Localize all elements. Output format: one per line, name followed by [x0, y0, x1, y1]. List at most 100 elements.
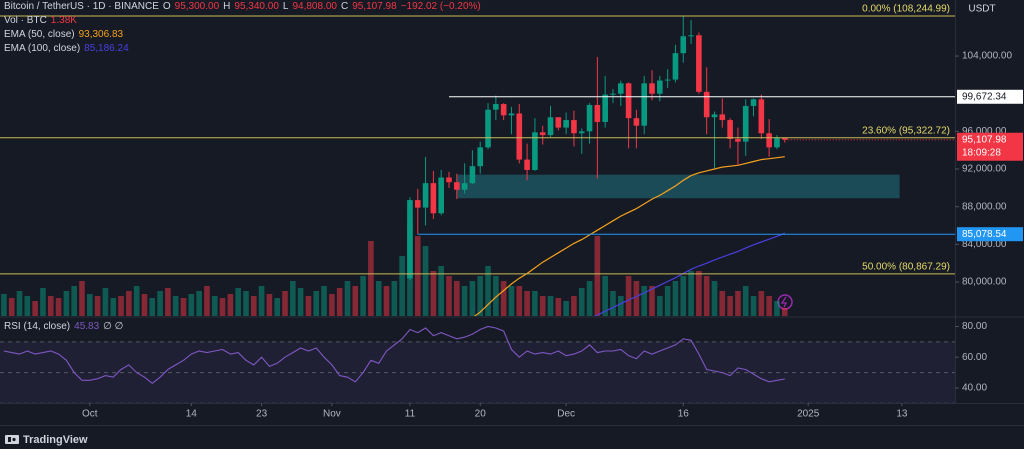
y-tick-label: 104,000.00	[962, 51, 1012, 62]
candle-body	[719, 114, 726, 121]
volume-bar	[149, 298, 156, 316]
brand: TradingView	[23, 434, 88, 446]
volume-bar	[664, 286, 671, 316]
volume-bar	[688, 271, 694, 316]
x-tick-label: 16	[678, 409, 690, 420]
y-tick-label: 80.00	[962, 321, 987, 332]
volume-bar	[735, 291, 741, 316]
candle-body	[766, 133, 772, 148]
volume-bar	[625, 276, 632, 316]
volume-bar	[657, 296, 663, 316]
volume-bar	[696, 271, 702, 316]
volume-bar	[414, 236, 421, 316]
candle-body	[617, 83, 624, 94]
y-tick-label: 96,000.00	[962, 126, 1007, 137]
volume-bar	[274, 298, 281, 316]
rsi-extra: ∅ ∅	[103, 321, 124, 332]
y-tick-label: 40.00	[962, 383, 987, 394]
volume-bar	[711, 281, 718, 316]
volume-bar	[336, 288, 343, 316]
volume-bar	[243, 291, 249, 316]
ohlc-value: 95,300.00	[174, 1, 220, 12]
candle-body	[563, 120, 569, 128]
candle-body	[532, 132, 538, 170]
x-tick-label: 13	[896, 409, 908, 420]
candle-body	[758, 99, 765, 134]
price-line-label: 99,672.34	[962, 91, 1007, 102]
candle-body	[610, 93, 616, 95]
volume-bar	[446, 276, 452, 316]
volume-bar	[126, 291, 132, 316]
price-line-label: 85,078.54	[962, 229, 1007, 240]
candle-body	[735, 138, 741, 142]
volume-bar	[750, 296, 757, 316]
volume-bar	[94, 296, 101, 316]
candle-body	[500, 104, 507, 116]
volume-bar	[485, 266, 491, 316]
volume-bar	[235, 288, 241, 316]
volume-bar	[461, 286, 468, 316]
y-tick-label: 84,000.00	[962, 239, 1007, 250]
candle-body	[430, 183, 437, 214]
y-tick-label: 88,000.00	[962, 201, 1007, 212]
volume-bar	[758, 291, 765, 316]
volume-bar	[430, 271, 437, 316]
candle-body	[477, 147, 484, 167]
candle-body	[469, 166, 476, 184]
ohlc-value: 95,340.00	[234, 1, 279, 12]
ohlc-key: H	[223, 1, 231, 12]
volume-bar	[40, 288, 46, 316]
rsi-value: 45.83	[74, 321, 100, 332]
volume-bar	[32, 301, 38, 316]
volume-bar	[157, 291, 163, 316]
volume-bar	[524, 291, 530, 316]
volume-bar	[672, 281, 679, 316]
candle-body	[454, 182, 460, 190]
series-value: 93,306.83	[78, 29, 124, 40]
last-price-label: 95,107.98	[962, 134, 1007, 145]
volume-bar	[219, 298, 226, 316]
volume-bar	[102, 288, 109, 316]
volume-bar	[532, 291, 538, 316]
y-tick-label: 80,000.00	[962, 277, 1007, 288]
rsi-legend: RSI (14, close)	[4, 321, 71, 332]
price-line-label-box	[957, 227, 1023, 242]
candle-body	[774, 137, 780, 148]
volume-bar	[641, 286, 648, 316]
candle-body	[586, 104, 593, 132]
volume-bar	[313, 291, 320, 316]
last-price-box	[957, 132, 1023, 161]
candle-body	[524, 159, 530, 170]
candle-body	[625, 83, 632, 119]
volume-bar	[227, 294, 234, 316]
candle-body	[657, 80, 663, 94]
volume-bar	[133, 286, 140, 316]
candle-body	[696, 35, 702, 92]
x-tick-label: 23	[256, 409, 268, 420]
volume-bar	[204, 286, 210, 316]
candle-body	[493, 104, 499, 110]
volume-bar	[196, 291, 202, 316]
volume-legend: Vol · BTC	[4, 15, 47, 26]
volume-bar	[781, 307, 788, 316]
candle-body	[649, 83, 655, 94]
candle-body	[539, 132, 546, 136]
volume-bar	[329, 294, 335, 316]
countdown: 18:09:28	[962, 147, 1001, 158]
fib-label: 0.00% (108,244.99)	[862, 4, 950, 15]
volume-bar	[266, 294, 273, 316]
volume-bar	[165, 288, 171, 316]
price-line-label-box	[957, 89, 1023, 104]
candle-body	[438, 177, 444, 214]
volume-bar	[47, 296, 54, 316]
volume-bar	[383, 286, 390, 316]
legend-row: EMA (100, close) 85,186.24	[4, 42, 129, 56]
volume-bar	[250, 296, 257, 316]
volume-value: 1.38K	[50, 15, 77, 26]
candle-body	[633, 118, 640, 126]
legend-row: Vol · BTC 1.38K	[4, 14, 77, 28]
change-value: −192.02 (−0.20%)	[400, 1, 481, 12]
candle-body	[742, 105, 749, 142]
symbol-title: Bitcoin / TetherUS · 1D · BINANCE	[4, 1, 159, 12]
